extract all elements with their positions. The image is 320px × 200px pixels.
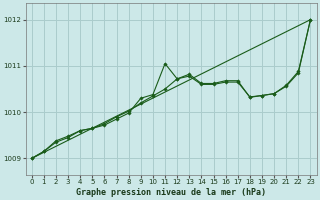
X-axis label: Graphe pression niveau de la mer (hPa): Graphe pression niveau de la mer (hPa)	[76, 188, 266, 197]
